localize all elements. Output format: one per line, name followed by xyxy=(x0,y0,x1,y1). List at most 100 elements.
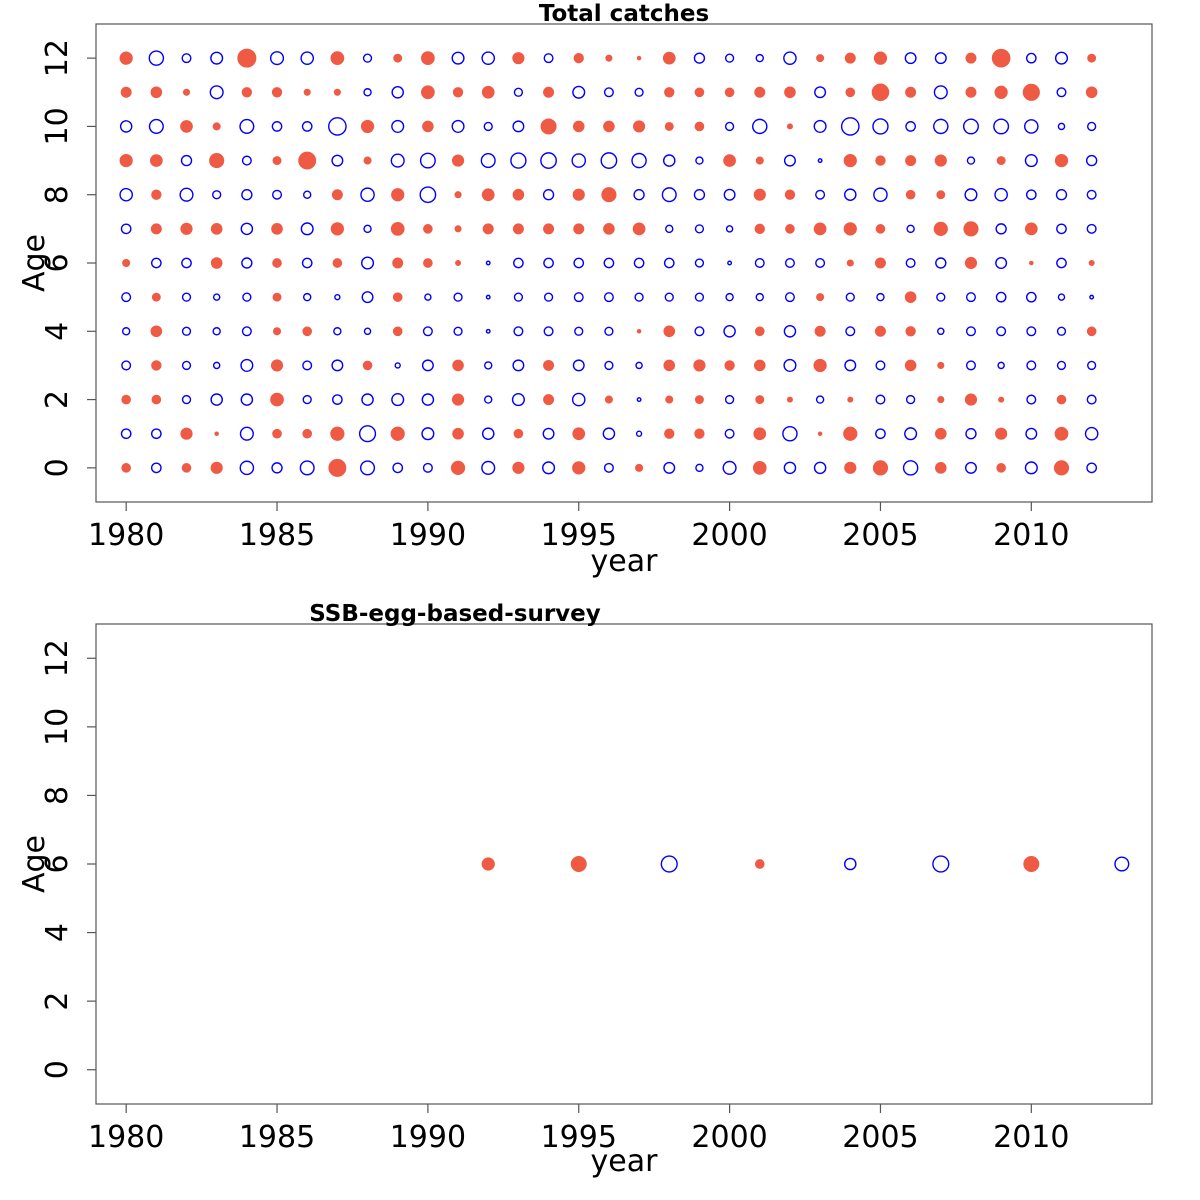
negative-residual-bubble xyxy=(302,292,312,302)
negative-residual-bubble xyxy=(121,360,132,371)
negative-residual-bubble xyxy=(390,153,405,168)
y-tick-label: 6 xyxy=(40,253,75,272)
positive-residual-bubble xyxy=(871,83,890,102)
negative-residual-bubble xyxy=(212,327,221,336)
positive-residual-bubble xyxy=(1086,326,1097,337)
negative-residual-bubble xyxy=(572,359,585,372)
negative-residual-bubble xyxy=(299,460,315,476)
negative-residual-bubble xyxy=(421,427,435,441)
positive-residual-bubble xyxy=(452,359,464,372)
negative-residual-bubble xyxy=(813,461,827,475)
negative-residual-bubble xyxy=(181,326,192,336)
positive-residual-bubble xyxy=(934,154,947,167)
positive-residual-bubble xyxy=(664,121,674,131)
plot-frame-total-catches xyxy=(95,23,1153,503)
positive-residual-bubble xyxy=(210,223,223,235)
negative-residual-bubble xyxy=(1054,51,1069,65)
negative-residual-bubble xyxy=(815,395,825,404)
positive-residual-bubble xyxy=(754,223,765,235)
negative-residual-bubble xyxy=(933,118,949,135)
positive-residual-bubble xyxy=(452,427,464,440)
negative-residual-bubble xyxy=(333,327,342,336)
x-tick-label: 2000 xyxy=(691,518,767,553)
negative-residual-bubble xyxy=(875,428,886,440)
plot-frame-ssb-egg-survey xyxy=(95,623,1153,1105)
negative-residual-bubble xyxy=(542,189,555,201)
negative-residual-bubble xyxy=(301,121,313,132)
positive-residual-bubble xyxy=(303,88,311,96)
positive-residual-bubble xyxy=(905,189,916,200)
positive-residual-bubble xyxy=(481,857,495,871)
positive-residual-bubble xyxy=(632,222,646,236)
negative-residual-bubble xyxy=(695,156,704,165)
negative-residual-bubble xyxy=(451,51,465,65)
negative-residual-bubble xyxy=(181,394,192,405)
x-tick-label: 1990 xyxy=(390,1120,466,1155)
x-tick-label: 2005 xyxy=(842,518,918,553)
positive-residual-bubble xyxy=(1029,260,1034,266)
positive-residual-bubble xyxy=(330,426,345,441)
positive-residual-bubble xyxy=(998,396,1005,403)
positive-residual-bubble xyxy=(844,52,856,64)
positive-residual-bubble xyxy=(333,88,341,96)
negative-residual-bubble xyxy=(1025,52,1037,64)
negative-residual-bubble xyxy=(604,360,614,371)
positive-residual-bubble xyxy=(1023,856,1040,872)
xlabel-total-catches: year xyxy=(591,544,659,579)
negative-residual-bubble xyxy=(543,292,554,302)
negative-residual-bubble xyxy=(693,189,706,201)
negative-residual-bubble xyxy=(813,119,827,133)
negative-residual-bubble xyxy=(150,428,162,440)
negative-residual-bubble xyxy=(485,260,491,266)
negative-residual-bubble xyxy=(694,258,705,268)
negative-residual-bubble xyxy=(512,120,525,133)
positive-residual-bubble xyxy=(392,292,403,302)
positive-residual-bubble xyxy=(663,359,676,372)
negative-residual-bubble xyxy=(727,260,733,266)
positive-residual-bubble xyxy=(150,325,163,338)
positive-residual-bubble xyxy=(753,188,766,201)
positive-residual-bubble xyxy=(844,461,857,474)
y-tick-label: 4 xyxy=(40,322,75,341)
negative-residual-bubble xyxy=(1026,326,1037,337)
positive-residual-bubble xyxy=(328,458,347,477)
positive-residual-bubble xyxy=(180,222,193,235)
positive-residual-bubble xyxy=(572,427,586,441)
positive-residual-bubble xyxy=(693,359,706,372)
negative-residual-bubble xyxy=(272,189,283,200)
positive-residual-bubble xyxy=(694,121,705,132)
positive-residual-bubble xyxy=(271,87,283,98)
negative-residual-bubble xyxy=(483,395,493,404)
negative-residual-bubble xyxy=(997,361,1005,370)
positive-residual-bubble xyxy=(481,188,495,202)
positive-residual-bubble xyxy=(755,395,765,405)
positive-residual-bubble xyxy=(423,258,433,268)
negative-residual-bubble xyxy=(241,155,252,166)
positive-residual-bubble xyxy=(150,223,162,235)
positive-residual-bubble xyxy=(964,256,978,270)
negative-residual-bubble xyxy=(362,53,373,63)
positive-residual-bubble xyxy=(991,48,1011,68)
negative-residual-bubble xyxy=(422,326,433,337)
negative-residual-bubble xyxy=(1024,119,1039,134)
positive-residual-bubble xyxy=(843,153,857,168)
negative-residual-bubble xyxy=(634,292,644,302)
positive-residual-bubble xyxy=(874,325,886,337)
positive-residual-bubble xyxy=(936,190,946,200)
positive-residual-bubble xyxy=(454,191,462,199)
positive-residual-bubble xyxy=(151,360,162,371)
negative-residual-bubble xyxy=(485,328,491,334)
negative-residual-bubble xyxy=(511,393,525,407)
positive-residual-bubble xyxy=(664,428,675,439)
negative-residual-bubble xyxy=(239,460,255,476)
positive-residual-bubble xyxy=(752,460,767,475)
negative-residual-bubble xyxy=(209,85,224,100)
negative-residual-bubble xyxy=(694,292,705,302)
negative-residual-bubble xyxy=(241,257,253,269)
negative-residual-bubble xyxy=(603,292,614,303)
negative-residual-bubble xyxy=(453,292,463,302)
negative-residual-bubble xyxy=(1024,461,1038,475)
negative-residual-bubble xyxy=(783,325,797,338)
negative-residual-bubble xyxy=(814,86,827,99)
negative-residual-bubble xyxy=(993,118,1010,135)
